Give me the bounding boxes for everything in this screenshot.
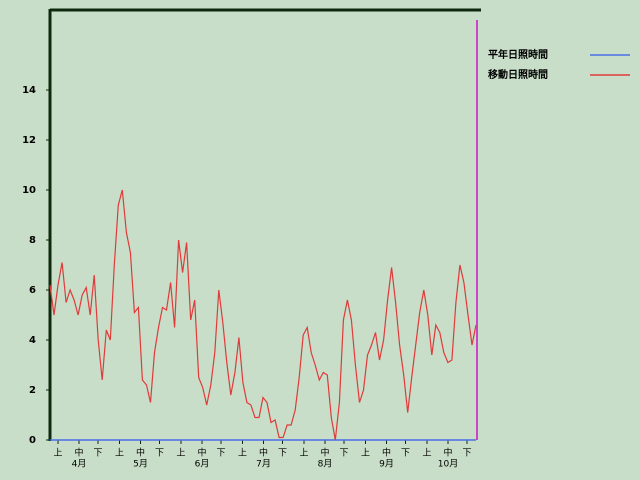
x-tick-label: 上 [53,448,62,459]
x-tick-label: 中 [74,447,83,459]
month-label: 7月 [256,459,271,470]
y-tick-label: 6 [29,285,36,296]
x-tick-label: 中 [259,447,268,459]
x-tick-label: 中 [197,447,206,459]
month-label: 10月 [438,459,458,470]
y-tick-label: 12 [22,135,36,146]
x-tick-label: 下 [339,449,348,459]
y-tick-label: 0 [29,435,36,446]
y-tick-label: 14 [22,85,36,96]
x-tick-label: 上 [422,448,431,459]
month-label: 9月 [379,459,394,470]
x-tick-label: 下 [155,449,164,459]
month-label: 5月 [133,459,148,470]
x-tick-label: 上 [361,448,370,459]
x-tick-label: 中 [382,447,391,459]
x-tick-label: 下 [278,449,287,459]
x-tick-label: 中 [443,447,452,459]
x-tick-label: 上 [176,448,185,459]
y-tick-label: 2 [29,385,36,396]
x-tick-label: 上 [299,448,308,459]
y-tick-label: 10 [22,185,36,196]
series-line [49,189,477,441]
x-tick-label: 中 [320,447,329,459]
x-tick-label: 上 [115,448,124,459]
legend-label: 移動日照時間 [488,68,548,81]
month-label: 6月 [195,459,210,470]
x-tick-label: 下 [93,449,102,459]
x-tick-label: 下 [216,449,225,459]
month-label: 8月 [318,459,333,470]
y-tick-label: 8 [29,235,36,246]
legend-label: 平年日照時間 [488,48,548,61]
y-tick-label: 4 [29,335,36,346]
month-label: 4月 [72,459,87,470]
x-tick-label: 下 [401,449,410,459]
x-tick-label: 上 [238,448,247,459]
x-tick-label: 下 [462,449,471,459]
x-tick-label: 中 [136,447,145,459]
